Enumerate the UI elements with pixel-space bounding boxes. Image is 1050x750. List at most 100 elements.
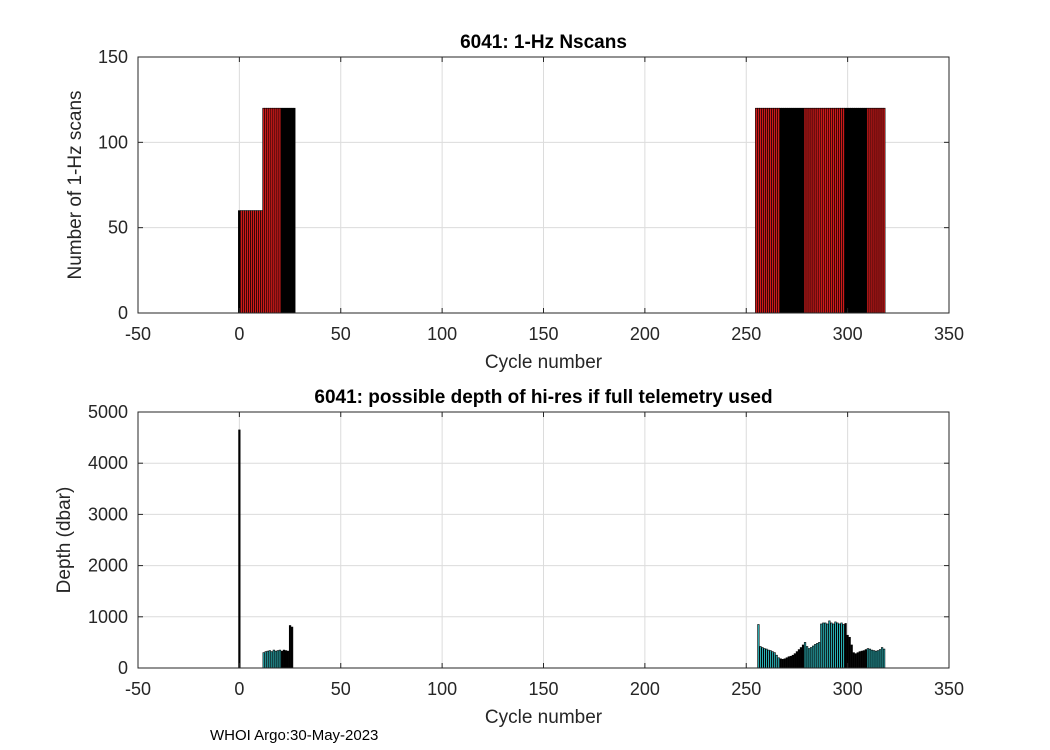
x-tick-label: 200 xyxy=(630,324,660,344)
bar xyxy=(803,642,807,669)
bar xyxy=(868,648,872,669)
bar xyxy=(284,650,288,669)
bars xyxy=(238,107,886,314)
bar xyxy=(860,650,863,669)
x-tick-label: 250 xyxy=(731,679,761,699)
bar xyxy=(767,107,770,314)
y-axis-label: Depth (dbar) xyxy=(54,487,75,594)
bar xyxy=(775,654,778,669)
bar xyxy=(856,652,859,669)
bar xyxy=(777,107,781,314)
bar xyxy=(793,107,797,314)
x-tick-label: 100 xyxy=(427,324,457,344)
bar xyxy=(844,107,847,314)
bar xyxy=(870,649,874,669)
bar xyxy=(272,649,275,669)
x-tick-label: 50 xyxy=(331,324,351,344)
bar xyxy=(883,648,886,669)
chart-title: 6041: 1-Hz Nscans xyxy=(460,32,627,53)
bar xyxy=(783,107,787,314)
chart-depth: -50 0 50 100 150 200 250 300 3500100020003000400… xyxy=(54,387,964,728)
bar xyxy=(824,107,827,314)
x-tick-label: 100 xyxy=(427,679,457,699)
x-tick-label: 250 xyxy=(731,324,761,344)
bar xyxy=(848,636,851,669)
bar xyxy=(769,650,772,669)
bar xyxy=(864,107,868,314)
bar xyxy=(276,650,280,669)
bar xyxy=(791,654,794,669)
bar xyxy=(286,107,290,314)
bar xyxy=(264,651,267,669)
bar xyxy=(288,625,292,669)
bar xyxy=(842,624,845,669)
bar xyxy=(262,107,266,314)
bar xyxy=(856,107,860,314)
bar xyxy=(858,651,861,669)
bar xyxy=(290,626,294,669)
bar xyxy=(868,107,872,314)
bar xyxy=(819,107,823,314)
y-tick-label: 4000 xyxy=(88,453,128,473)
bar xyxy=(848,107,851,314)
bar xyxy=(785,657,788,669)
bar xyxy=(773,652,776,669)
bar xyxy=(870,107,874,314)
x-tick-label: 350 xyxy=(934,324,964,344)
bar xyxy=(840,107,843,314)
y-tick-label: 50 xyxy=(108,218,128,238)
x-tick-label: 200 xyxy=(630,679,660,699)
bar xyxy=(809,107,813,314)
bar xyxy=(874,650,878,669)
bar xyxy=(274,650,277,669)
y-tick-label: 1000 xyxy=(88,607,128,627)
x-tick-label: 0 xyxy=(234,324,244,344)
bar xyxy=(757,624,760,669)
bar xyxy=(759,107,762,314)
x-tick-label: 150 xyxy=(528,679,558,699)
bar xyxy=(858,107,862,314)
bar xyxy=(282,107,286,314)
bar xyxy=(816,643,819,669)
y-tick-label: 0 xyxy=(118,303,128,323)
bar xyxy=(787,107,791,314)
bar xyxy=(763,107,766,314)
bar xyxy=(290,107,294,314)
bar xyxy=(765,648,768,669)
bar xyxy=(242,210,245,314)
bar xyxy=(250,210,253,314)
bar xyxy=(836,107,839,314)
bar xyxy=(270,651,273,669)
bar xyxy=(840,622,843,669)
x-axis-label: Cycle number xyxy=(485,707,603,728)
bar xyxy=(838,107,841,314)
x-tick-label: 350 xyxy=(934,679,964,699)
chart-title: 6041: possible depth of hi-res if full t… xyxy=(314,387,772,408)
x-tick-label: 300 xyxy=(833,324,863,344)
bar xyxy=(272,107,276,314)
bar xyxy=(789,107,793,314)
bar xyxy=(769,107,772,314)
bar xyxy=(268,650,271,669)
bar xyxy=(880,647,884,669)
bar xyxy=(274,107,278,314)
bar xyxy=(785,107,789,314)
bar xyxy=(878,649,882,669)
bar xyxy=(813,107,817,314)
bar xyxy=(880,107,884,314)
bar xyxy=(270,107,274,314)
bar xyxy=(807,648,811,669)
bar xyxy=(872,650,876,669)
bar xyxy=(286,650,290,669)
bar xyxy=(876,107,880,314)
bar xyxy=(793,653,797,669)
bar xyxy=(818,642,821,669)
bar xyxy=(799,647,803,669)
bar xyxy=(864,649,867,669)
bar xyxy=(761,647,764,669)
bar xyxy=(807,107,811,314)
bar xyxy=(789,655,792,669)
bar xyxy=(773,107,776,314)
